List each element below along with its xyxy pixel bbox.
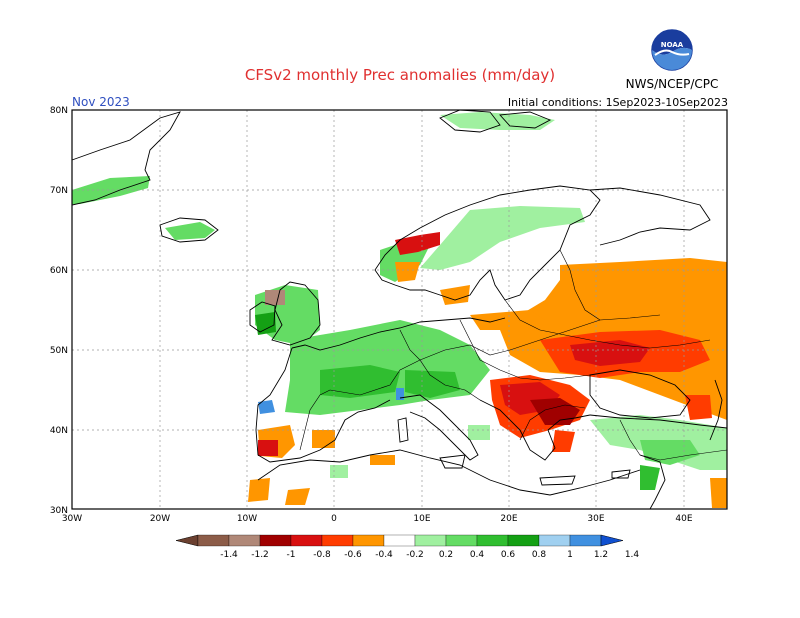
lon-label: 10E: [413, 514, 430, 524]
colorbar-low-arrow: [175, 534, 199, 547]
map-area: [71, 109, 728, 510]
colorbar-label: -1.4: [220, 550, 238, 560]
initial-conditions: Initial conditions: 1Sep2023-10Sep2023: [508, 96, 728, 109]
country-borders: [299, 249, 728, 461]
colorbar-label: -0.2: [406, 550, 424, 560]
colorbar-swatch: [290, 534, 323, 547]
colorbar-label: -0.6: [344, 550, 362, 560]
colorbar-label: 1.2: [594, 550, 608, 560]
colorbar-swatch: [259, 534, 292, 547]
lon-axis-labels: 30W 20W 10W 0 10E 20E 30E 40E: [62, 514, 693, 524]
colorbar-swatch: [507, 534, 540, 547]
lon-label: 10W: [237, 514, 257, 524]
colorbar-high-arrow: [600, 534, 624, 547]
colorbar-swatch: [228, 534, 261, 547]
lon-label: 30E: [587, 514, 604, 524]
graticule: [72, 110, 727, 509]
colorbar-label: -0.8: [313, 550, 331, 560]
colorbar-swatch: [383, 534, 416, 547]
forecast-month: Nov 2023: [72, 95, 130, 109]
colorbar-swatch: [569, 534, 602, 547]
colorbar-swatch: [445, 534, 478, 547]
lon-label: 20W: [150, 514, 170, 524]
noaa-logo-text: NOAA: [661, 41, 684, 49]
colorbar-label: 1: [567, 550, 573, 560]
agency-label: NWS/NCEP/CPC: [626, 77, 719, 91]
map-title: CFSv2 monthly Prec anomalies (mm/day): [245, 66, 555, 84]
lon-label: 40E: [675, 514, 692, 524]
lat-label: 70N: [50, 186, 68, 196]
colorbar-swatch: [197, 534, 230, 547]
lat-axis-labels: 80N 70N 60N 50N 40N 30N: [50, 106, 68, 516]
colorbar-label: -1.2: [251, 550, 269, 560]
colorbar-label: 1.4: [625, 550, 640, 560]
colorbar-swatch: [321, 534, 354, 547]
colorbar-swatch: [538, 534, 571, 547]
colorbar-swatch: [476, 534, 509, 547]
lon-label: 0: [331, 514, 337, 524]
colorbar-label: -1: [287, 550, 296, 560]
colorbar-swatch: [414, 534, 447, 547]
colorbar-swatch: [352, 534, 385, 547]
lat-label: 60N: [50, 266, 68, 276]
coastlines: [71, 109, 728, 510]
colorbar-label: -0.4: [375, 550, 393, 560]
lon-label: 30W: [62, 514, 82, 524]
lat-label: 50N: [50, 346, 68, 356]
anomaly-shading: [72, 112, 727, 508]
colorbar-label: 0.2: [439, 550, 453, 560]
noaa-logo: NOAA: [651, 29, 693, 71]
lat-label: 30N: [50, 506, 68, 516]
colorbar-label: 0.4: [470, 550, 485, 560]
lon-label: 20E: [500, 514, 517, 524]
lat-label: 40N: [50, 426, 68, 436]
colorbar: -1.4 -1.2 -1 -0.8 -0.6 -0.4 -0.2 0.2 0.4 0.6 0.8 1 1…: [175, 534, 640, 560]
lat-label: 80N: [50, 106, 68, 116]
colorbar-label: 0.8: [532, 550, 547, 560]
colorbar-label: 0.6: [501, 550, 516, 560]
